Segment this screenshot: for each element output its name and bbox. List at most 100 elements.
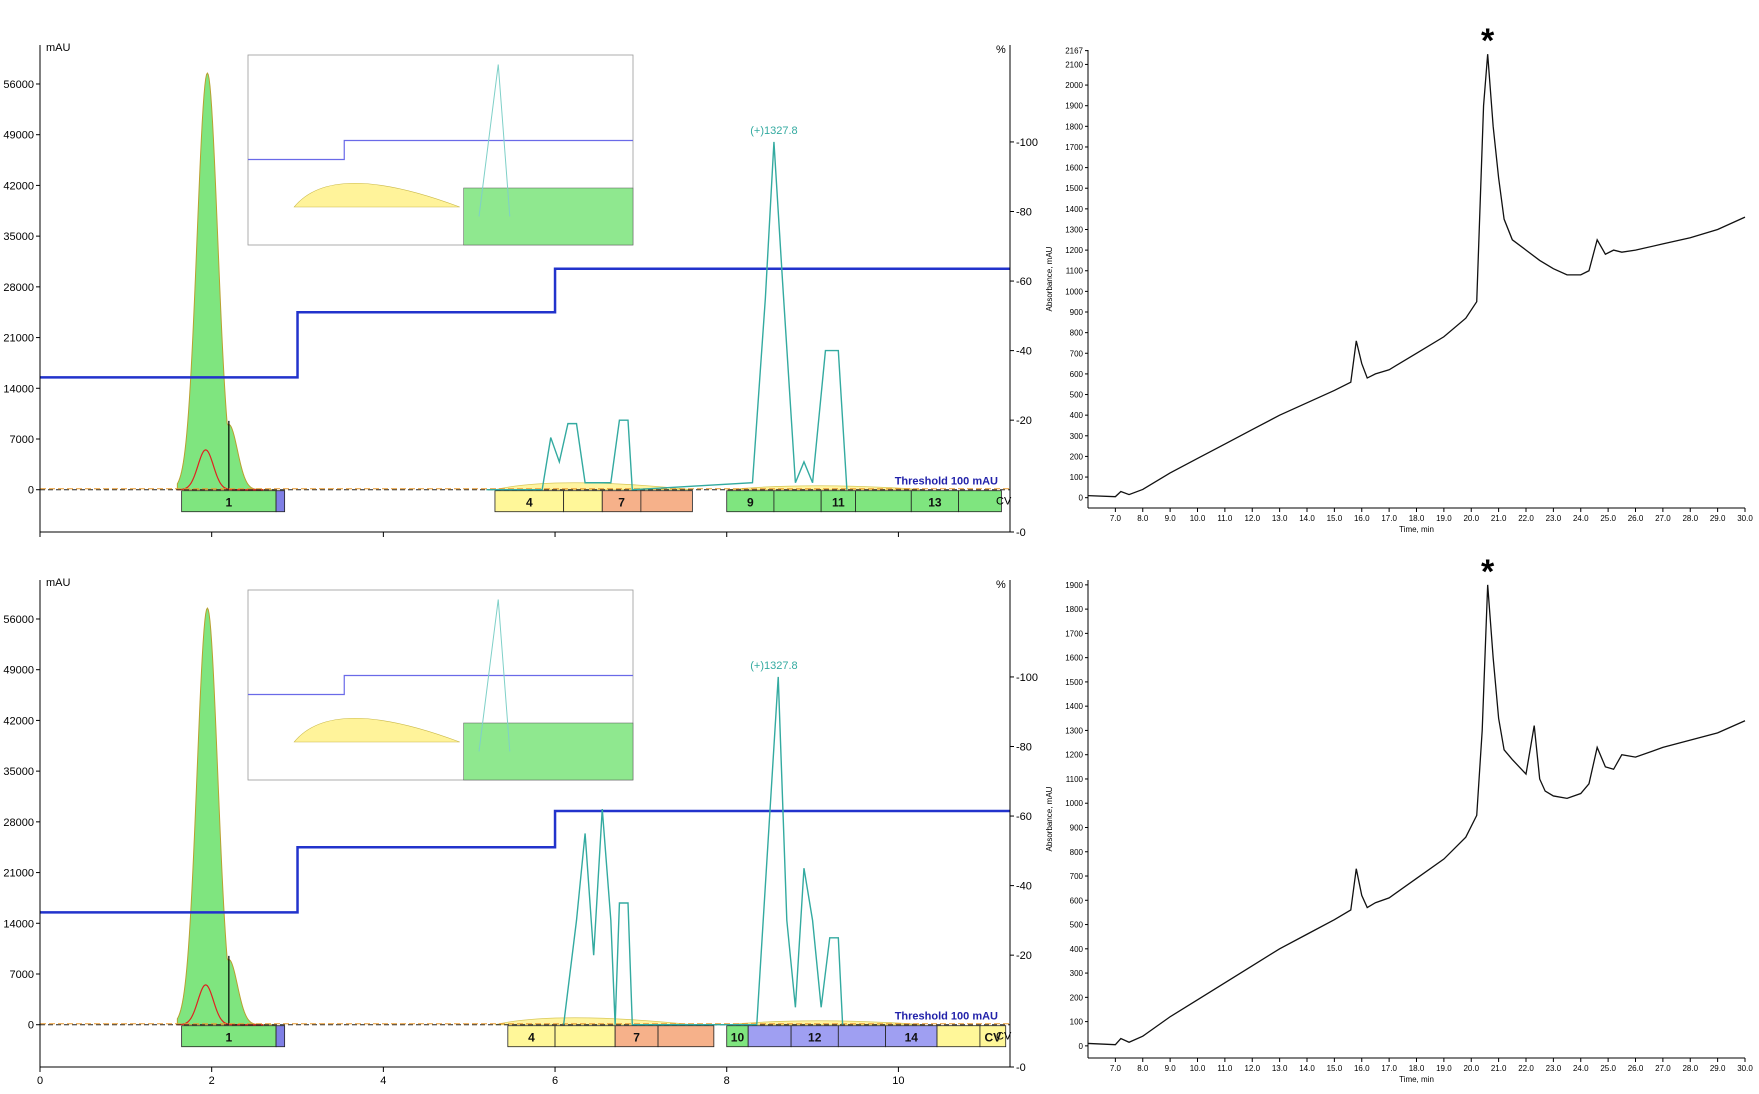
y-tick-label: 1700	[1065, 143, 1083, 152]
absorbance-trace	[1087, 584, 1746, 1046]
y-tick-label: 28000	[3, 817, 34, 829]
fraction-box	[773, 490, 822, 513]
y-tick-label: 700	[1070, 872, 1084, 881]
x-tick-label: 13.0	[1272, 514, 1288, 523]
fraction-label: 7	[618, 496, 625, 510]
y-tick-label: 14000	[3, 383, 34, 395]
x-tick-label: 17.0	[1381, 1064, 1397, 1073]
y-tick-label: 1700	[1065, 629, 1083, 638]
hplc-trace-bottom-svg: 0 100 200 300 400 500 600 700 800 900 1000 1100 1200…	[1045, 553, 1753, 1084]
gradient-line	[40, 267, 1010, 379]
y2-tick-label: -0	[1016, 1062, 1026, 1074]
x-tick-label: 9.0	[1165, 514, 1177, 523]
x-tick-label: 16.0	[1354, 1064, 1370, 1073]
y-tick-label: 1800	[1065, 605, 1083, 614]
y-tick-label: 2000	[1065, 81, 1083, 90]
y-tick-label: 1500	[1065, 678, 1083, 687]
y-tick-label: 0	[28, 485, 34, 497]
y-tick-label: 2167	[1065, 47, 1083, 56]
y-tick-label: 400	[1070, 945, 1084, 954]
fraction-box	[936, 1025, 981, 1048]
x-tick-label: 19.0	[1436, 1064, 1452, 1073]
x-tick-label: 11.0	[1217, 1064, 1233, 1073]
y-tick-label: 400	[1070, 411, 1084, 420]
y-tick-label: 1100	[1066, 267, 1084, 276]
fraction-box	[275, 1025, 286, 1048]
ms-trace	[562, 676, 844, 1026]
inset-fraction-block	[463, 722, 634, 781]
y-tick-label: 7000	[10, 969, 34, 981]
x-tick-label: 28.0	[1682, 1064, 1698, 1073]
y-tick-label: 1300	[1065, 225, 1083, 234]
y-tick-label: 600	[1070, 896, 1084, 905]
y-tick-label: 2100	[1065, 60, 1083, 69]
fraction-label: 12	[808, 1031, 822, 1045]
x-tick-label: 10.0	[1190, 1064, 1206, 1073]
y-tick-label: 1100	[1066, 775, 1084, 784]
x-tick-label: 8.0	[1137, 514, 1149, 523]
chromatogram-top-svg: 1 4 7 9 11 13 Threshold 100 mAU (+)1327.8 mAU % CV…	[3, 42, 1038, 552]
x-tick-label: 8	[724, 1075, 730, 1085]
x-tick-label: 17.0	[1381, 514, 1397, 523]
y-tick-label: 100	[1070, 1018, 1084, 1027]
inset-peak	[293, 182, 460, 208]
y-tick-label: 1300	[1065, 726, 1083, 735]
x-tick-label: 22.0	[1518, 1064, 1534, 1073]
fraction-label: 1	[226, 496, 233, 510]
y-tick-label: 300	[1070, 969, 1084, 978]
x-tick-label: 7.0	[1110, 1064, 1122, 1073]
x-tick-label: 27.0	[1655, 514, 1671, 523]
x-tick-label: 27.0	[1655, 1064, 1671, 1073]
x-tick-label: 20.0	[1463, 1064, 1479, 1073]
fraction-box	[837, 1025, 886, 1048]
fraction-box	[554, 1025, 616, 1048]
y-tick-label: 1800	[1065, 122, 1083, 131]
y2-tick-label: -60	[1016, 276, 1032, 288]
y-tick-label: 1000	[1065, 799, 1083, 808]
hplc-trace-bottom: 0 100 200 300 400 500 600 700 800 900 1000 1100 1200…	[1040, 550, 1759, 1089]
x-tick-label: 23.0	[1546, 1064, 1562, 1073]
y2-tick-label: -40	[1016, 346, 1032, 358]
x-tick-label: 18.0	[1409, 514, 1425, 523]
y-tick-label: 1600	[1065, 164, 1083, 173]
y-tick-label: 200	[1070, 452, 1084, 461]
x-tick-label: 10	[892, 1075, 904, 1085]
y-tick-label: 49000	[3, 665, 34, 677]
y-tick-label: 21000	[3, 333, 34, 345]
cv-label: CV	[996, 496, 1012, 508]
fraction-box	[640, 490, 693, 513]
y-tick-label: 56000	[3, 79, 34, 91]
y-tick-label: 1600	[1065, 654, 1083, 663]
x-tick-label: 28.0	[1682, 514, 1698, 523]
x-tick-label: 22.0	[1518, 514, 1534, 523]
fraction-box	[275, 490, 286, 513]
left-axis-unit: mAU	[46, 42, 71, 54]
x-tick-label: 8.0	[1137, 1064, 1149, 1073]
fraction-label: 1	[226, 1031, 233, 1045]
y-tick-label: 200	[1070, 993, 1084, 1002]
x-tick-label: 7.0	[1110, 514, 1122, 523]
x-tick-label: 12.0	[1244, 1064, 1260, 1073]
x-tick-label: 13.0	[1272, 1064, 1288, 1073]
fraction-label: 11	[832, 496, 845, 510]
fraction-box	[855, 490, 912, 513]
y-tick-label: 1400	[1065, 205, 1083, 214]
hplc-trace-top-svg: 0 100 200 300 400 500 600 700 800 900 1000 1100 1200…	[1045, 22, 1753, 534]
ms-trace	[486, 141, 848, 491]
y-tick-label: 35000	[3, 766, 34, 778]
fraction-box	[979, 1025, 1007, 1048]
x-tick-label: 6	[552, 1075, 558, 1085]
x-axis-label: Time, min	[1399, 1075, 1434, 1084]
fraction-label: 9	[747, 496, 754, 510]
fraction-label: 4	[526, 496, 533, 510]
y-axis-label: Absorbance, mAU	[1045, 786, 1054, 851]
y-tick-label: 14000	[3, 918, 34, 930]
peak-annotation: *	[1481, 553, 1495, 591]
y-tick-label: 1200	[1065, 751, 1083, 760]
x-tick-label: 26.0	[1628, 1064, 1644, 1073]
threshold-label: Threshold 100 mAU	[895, 1011, 998, 1023]
right-axis-unit: %	[996, 579, 1006, 591]
y-tick-label: 1200	[1065, 246, 1083, 255]
y-tick-label: 500	[1070, 921, 1084, 930]
y-tick-label: 1900	[1065, 581, 1083, 590]
